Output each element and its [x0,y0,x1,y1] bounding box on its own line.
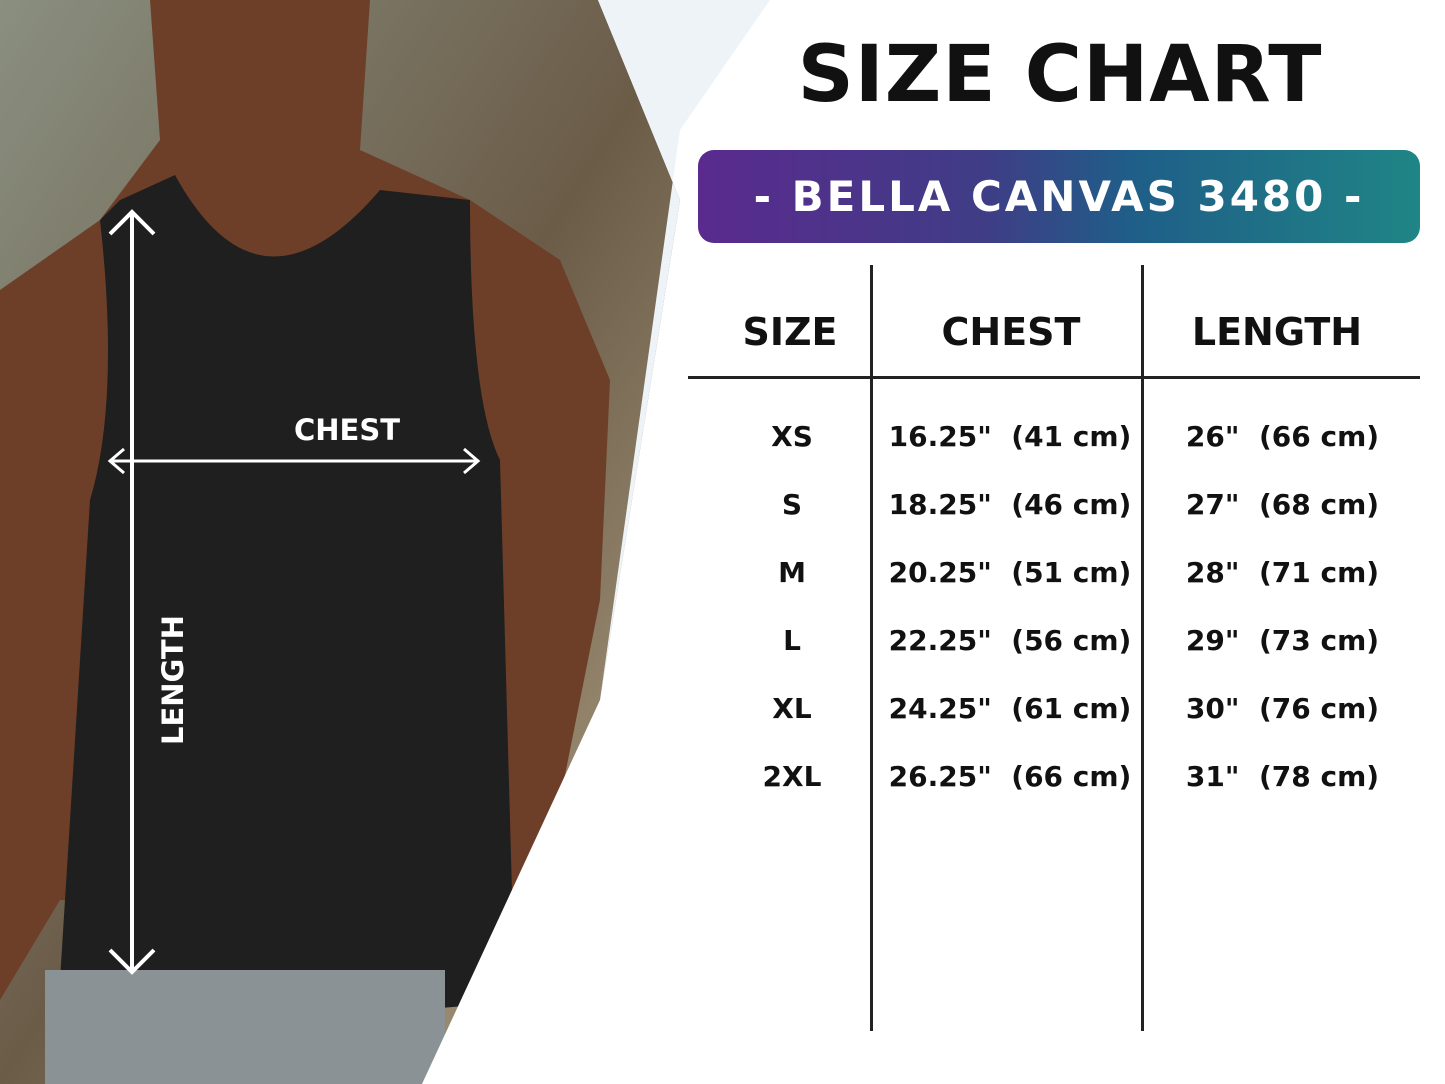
cell-length: 30" (76 cm) [1185,692,1380,725]
cell-length: 31" (78 cm) [1185,760,1380,793]
cell-size: L [783,624,801,657]
cell-chest: 22.25" (56 cm) [888,624,1132,657]
chest-label: CHEST [294,413,401,447]
cell-size: 2XL [762,760,822,793]
cell-chest: 26.25" (66 cm) [888,760,1132,793]
cell-chest: 24.25" (61 cm) [888,692,1132,725]
cell-length: 27" (68 cm) [1185,488,1380,521]
cell-chest: 16.25" (41 cm) [888,420,1132,453]
cell-length: 29" (73 cm) [1185,624,1380,657]
cell-size: M [778,556,806,589]
product-banner: - BELLA CANVAS 3480 - [698,150,1420,243]
length-label: LENGTH [156,615,190,745]
tank-top [60,175,515,1012]
column-divider [1141,265,1144,1031]
cell-chest: 18.25" (46 cm) [888,488,1132,521]
cell-length: 28" (71 cm) [1185,556,1380,589]
header-chest: CHEST [941,310,1081,354]
cell-size: XS [771,420,813,453]
header-length: LENGTH [1191,310,1363,354]
header-size: SIZE [742,310,838,354]
cell-length: 26" (66 cm) [1185,420,1380,453]
length-arrow [108,209,156,975]
page-title: SIZE CHART [797,30,1323,120]
header-divider [688,376,1420,379]
chest-arrow [107,447,481,475]
jeans [45,970,445,1084]
cell-size: S [781,488,803,521]
column-divider [870,265,873,1031]
cell-size: XL [772,692,812,725]
cell-chest: 20.25" (51 cm) [888,556,1132,589]
